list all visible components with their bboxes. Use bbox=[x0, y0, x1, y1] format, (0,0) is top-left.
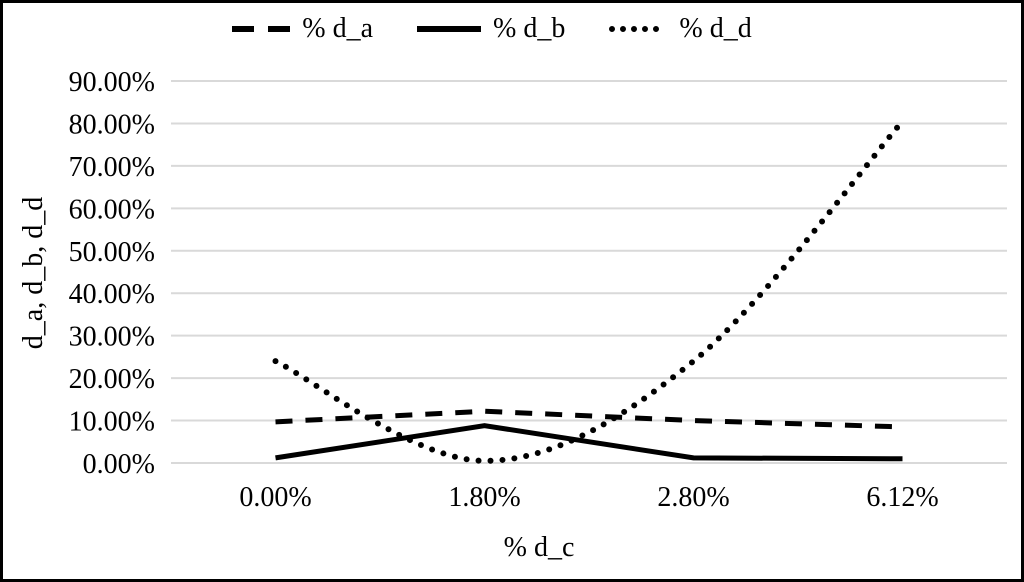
y-axis-title: d_a, d_b, d_d bbox=[18, 196, 49, 350]
dashed-line-icon bbox=[232, 26, 291, 32]
y-tick-label: 70.00% bbox=[69, 152, 155, 183]
solid-line-icon bbox=[417, 26, 482, 32]
y-tick-label: 50.00% bbox=[69, 237, 155, 268]
y-axis-tick-labels: 0.00% 10.00% 20.00% 30.00% 40.00% 50.00% 60.00… bbox=[69, 67, 155, 480]
y-tick-label: 60.00% bbox=[69, 194, 155, 225]
chart-legend: % d_a % d_b % d_d bbox=[3, 11, 1001, 47]
series-line-solid bbox=[275, 423, 903, 462]
series-line-dashed bbox=[275, 408, 903, 430]
y-tick-label: 30.00% bbox=[69, 322, 155, 353]
x-tick-label: 6.12% bbox=[866, 482, 938, 513]
gridlines bbox=[171, 80, 1007, 464]
x-axis-title: % d_c bbox=[503, 532, 575, 563]
y-tick-label: 40.00% bbox=[69, 279, 155, 310]
series-lines bbox=[272, 118, 906, 464]
dotted-line-icon bbox=[609, 26, 668, 32]
legend-label-d_b: % d_b bbox=[493, 13, 566, 44]
x-axis-tick-labels: 0.00% 1.80% 2.80% 6.12% bbox=[239, 482, 938, 513]
x-tick-label: 0.00% bbox=[239, 482, 311, 513]
legend-label-d_d: % d_d bbox=[679, 13, 752, 44]
legend-item-d_b[interactable]: % d_b bbox=[417, 11, 565, 47]
series-line-dotted bbox=[272, 118, 906, 464]
y-tick-label: 0.00% bbox=[83, 449, 155, 480]
x-tick-label: 2.80% bbox=[657, 482, 729, 513]
y-tick-label: 20.00% bbox=[69, 364, 155, 395]
legend-item-d_d[interactable]: % d_d bbox=[609, 11, 752, 47]
legend-label-d_a: % d_a bbox=[302, 13, 374, 44]
y-tick-label: 90.00% bbox=[69, 67, 155, 98]
y-tick-label: 10.00% bbox=[69, 407, 155, 438]
legend-item-d_a[interactable]: % d_a bbox=[232, 11, 373, 47]
x-tick-label: 1.80% bbox=[448, 482, 520, 513]
y-tick-label: 80.00% bbox=[69, 109, 155, 140]
chart-plot: 0.00% 10.00% 20.00% 30.00% 40.00% 50.00% 60.00… bbox=[69, 67, 1007, 513]
